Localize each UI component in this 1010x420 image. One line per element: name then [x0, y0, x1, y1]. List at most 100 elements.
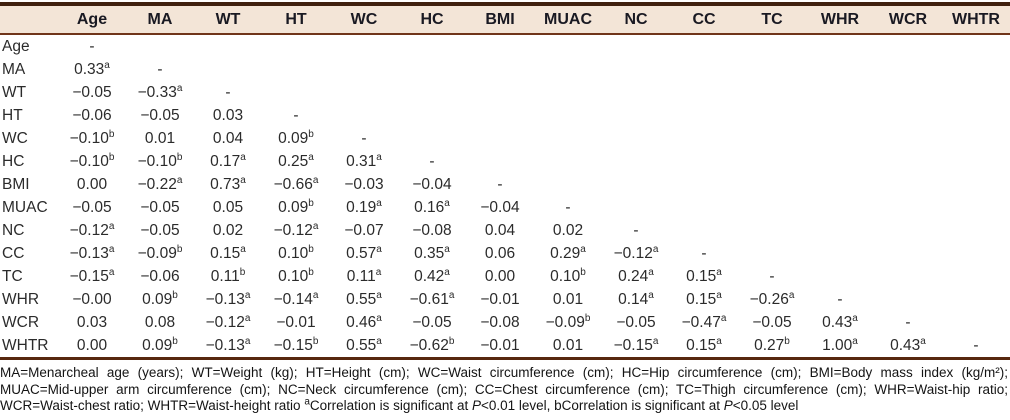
correlation-cell: −0.01 [276, 313, 316, 331]
correlation-cell: 0.25a [278, 151, 314, 170]
significance-superscript: a [920, 335, 926, 347]
correlation-cell [534, 81, 602, 104]
significance-superscript: a [652, 335, 659, 347]
correlation-cell [806, 265, 874, 288]
row-label: HC [2, 152, 25, 170]
correlation-cell [670, 104, 738, 127]
correlation-cell [874, 242, 942, 265]
correlation-cell: −0.15b [273, 335, 319, 354]
correlation-cell: 0.08 [144, 313, 176, 331]
significance-superscript: a [108, 220, 115, 232]
correlation-cell [806, 150, 874, 173]
correlation-cell [262, 81, 330, 104]
correlation-cell [942, 58, 1010, 81]
correlation-cell: 0.04 [484, 221, 516, 239]
table-row-wcr: WCR 0.03 0.08 −0.12a −0.01 0.46a −0.05 −0.08 −0.… [0, 311, 1010, 334]
correlation-cell [262, 34, 330, 58]
correlation-cell: 0.15a [686, 289, 722, 308]
correlation-cell [670, 173, 738, 196]
significance-superscript: a [312, 289, 319, 301]
correlation-cell [602, 58, 670, 81]
correlation-cell [602, 34, 670, 58]
correlation-cell: −0.12a [205, 312, 251, 331]
correlation-cell [942, 219, 1010, 242]
correlation-cell: 0.55a [346, 335, 382, 354]
correlation-cell: 0.24a [618, 266, 654, 285]
correlation-cell: −0.05 [140, 198, 180, 216]
significance-superscript: a [312, 174, 319, 186]
correlation-cell [874, 127, 942, 150]
correlation-cell [262, 58, 330, 81]
table-row-tc: TC −0.15a −0.06 0.11b 0.10b 0.11a 0.42a 0.00 0.1… [0, 265, 1010, 288]
row-label: TC [2, 267, 23, 285]
significance-superscript: b [108, 151, 115, 163]
correlation-cell: 0.42a [414, 266, 450, 285]
correlation-cell: −0.15a [69, 266, 115, 285]
correlation-cell: - [633, 221, 639, 239]
significance-superscript: a [720, 312, 727, 324]
table-row-wc: WC −0.10b 0.01 0.04 0.09b - [0, 127, 1010, 150]
correlation-cell: 0.43a [822, 312, 858, 331]
correlation-table: Age MA WT HT WC HC BMI MUAC NC CC TC WHR WCR WHTR Age… [0, 2, 1010, 360]
correlation-cell [806, 58, 874, 81]
significance-superscript: b [176, 151, 183, 163]
significance-superscript: b [172, 335, 178, 347]
correlation-cell [602, 173, 670, 196]
correlation-cell [670, 196, 738, 219]
correlation-cell: −0.10b [69, 128, 115, 147]
significance-superscript: a [108, 266, 115, 278]
table-row-nc: NC −0.12a −0.05 0.02 −0.12a −0.07 −0.08 0.04 0.0… [0, 219, 1010, 242]
correlation-cell [942, 104, 1010, 127]
significance-superscript: a [240, 174, 246, 186]
column-header-cc: CC [670, 4, 738, 35]
footnote-sig-b-level: <0.05 level [732, 398, 799, 413]
correlation-cell [602, 104, 670, 127]
table-row-age: Age - [0, 34, 1010, 58]
significance-superscript: a [176, 174, 183, 186]
significance-superscript: b [172, 289, 178, 301]
correlation-cell [806, 104, 874, 127]
correlation-cell [942, 265, 1010, 288]
significance-superscript: a [240, 151, 246, 163]
significance-superscript: b [308, 243, 314, 255]
correlation-cell: −0.10b [69, 151, 115, 170]
correlation-cell [670, 58, 738, 81]
table-body: Age - MA 0.33a - WT −0.05 −0.33a - HT −0.06 −0.05 0.… [0, 34, 1010, 359]
correlation-cell: 0.27b [754, 335, 790, 354]
significance-superscript: a [376, 243, 382, 255]
significance-superscript: b [448, 335, 455, 347]
significance-superscript: b [176, 243, 183, 255]
significance-superscript: a [852, 312, 858, 324]
correlation-cell [466, 150, 534, 173]
correlation-cell [670, 127, 738, 150]
correlation-cell: 0.02 [212, 221, 244, 239]
table-header-row: Age MA WT HT WC HC BMI MUAC NC CC TC WHR WCR WHTR [0, 4, 1010, 35]
correlation-cell: −0.05 [72, 83, 112, 101]
significance-superscript: a [376, 289, 382, 301]
correlation-cell: −0.62b [409, 335, 455, 354]
significance-superscript: a [788, 289, 795, 301]
significance-superscript: a [376, 151, 382, 163]
column-header-age: Age [58, 4, 126, 35]
correlation-cell: 0.31a [346, 151, 382, 170]
significance-superscript: a [244, 289, 251, 301]
correlation-cell: 0.10b [550, 266, 586, 285]
correlation-cell: −0.66a [273, 174, 319, 193]
correlation-cell: −0.12a [273, 220, 319, 239]
correlation-cell [874, 173, 942, 196]
correlation-cell [398, 58, 466, 81]
significance-superscript: a [375, 266, 382, 278]
correlation-cell: 1.00a [822, 335, 858, 354]
correlation-cell [466, 34, 534, 58]
row-label: WHR [2, 290, 40, 308]
correlation-cell [126, 34, 194, 58]
correlation-cell [330, 34, 398, 58]
significance-superscript: b [580, 266, 586, 278]
correlation-cell [466, 58, 534, 81]
correlation-cell: −0.14a [273, 289, 319, 308]
correlation-cell [466, 127, 534, 150]
correlation-cell: - [361, 129, 367, 147]
correlation-cell: −0.05 [616, 313, 656, 331]
table-row-muac: MUAC −0.05 −0.05 0.05 0.09b 0.19a 0.16a −0.04 - [0, 196, 1010, 219]
